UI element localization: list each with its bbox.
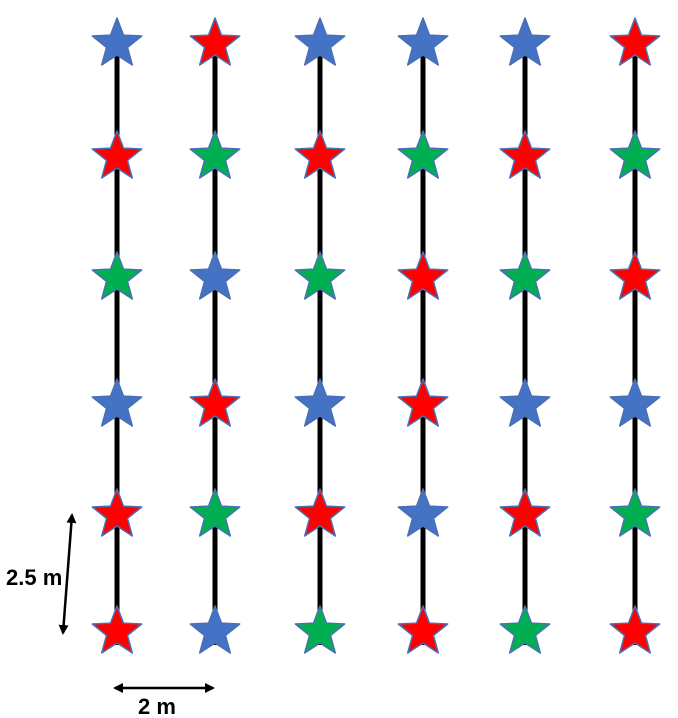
red-star-icon <box>499 488 551 537</box>
red-star-icon <box>499 130 551 179</box>
green-star-icon <box>609 488 661 537</box>
blue-star-icon <box>294 17 346 66</box>
blue-star-icon <box>189 251 241 300</box>
row-spacing-dimension: 2.5 m <box>6 513 77 635</box>
green-star-icon <box>294 605 346 654</box>
green-star-icon <box>609 130 661 179</box>
blue-star-icon <box>397 488 449 537</box>
blue-star-icon <box>294 378 346 427</box>
red-star-icon <box>609 17 661 66</box>
red-star-icon <box>397 251 449 300</box>
red-star-icon <box>91 130 143 179</box>
red-star-icon <box>189 378 241 427</box>
plant-stars <box>91 17 661 654</box>
green-star-icon <box>499 251 551 300</box>
row-spacing-label: 2.5 m <box>6 565 62 590</box>
green-star-icon <box>91 251 143 300</box>
green-star-icon <box>189 488 241 537</box>
red-star-icon <box>189 17 241 66</box>
blue-star-icon <box>499 17 551 66</box>
blue-star-icon <box>609 378 661 427</box>
red-star-icon <box>609 251 661 300</box>
red-star-icon <box>91 605 143 654</box>
green-star-icon <box>499 605 551 654</box>
blue-star-icon <box>397 17 449 66</box>
column-spacing-label: 2 m <box>138 694 176 718</box>
red-star-icon <box>609 605 661 654</box>
green-star-icon <box>294 251 346 300</box>
blue-star-icon <box>189 605 241 654</box>
green-star-icon <box>189 130 241 179</box>
planting-rows <box>114 40 638 645</box>
red-star-icon <box>294 130 346 179</box>
blue-star-icon <box>499 378 551 427</box>
row-spacing-arrow <box>58 513 77 635</box>
blue-star-icon <box>91 378 143 427</box>
blue-star-icon <box>91 17 143 66</box>
red-star-icon <box>91 488 143 537</box>
green-star-icon <box>397 130 449 179</box>
red-star-icon <box>294 488 346 537</box>
column-spacing-dimension: 2 m <box>113 683 215 718</box>
red-star-icon <box>397 605 449 654</box>
red-star-icon <box>397 378 449 427</box>
